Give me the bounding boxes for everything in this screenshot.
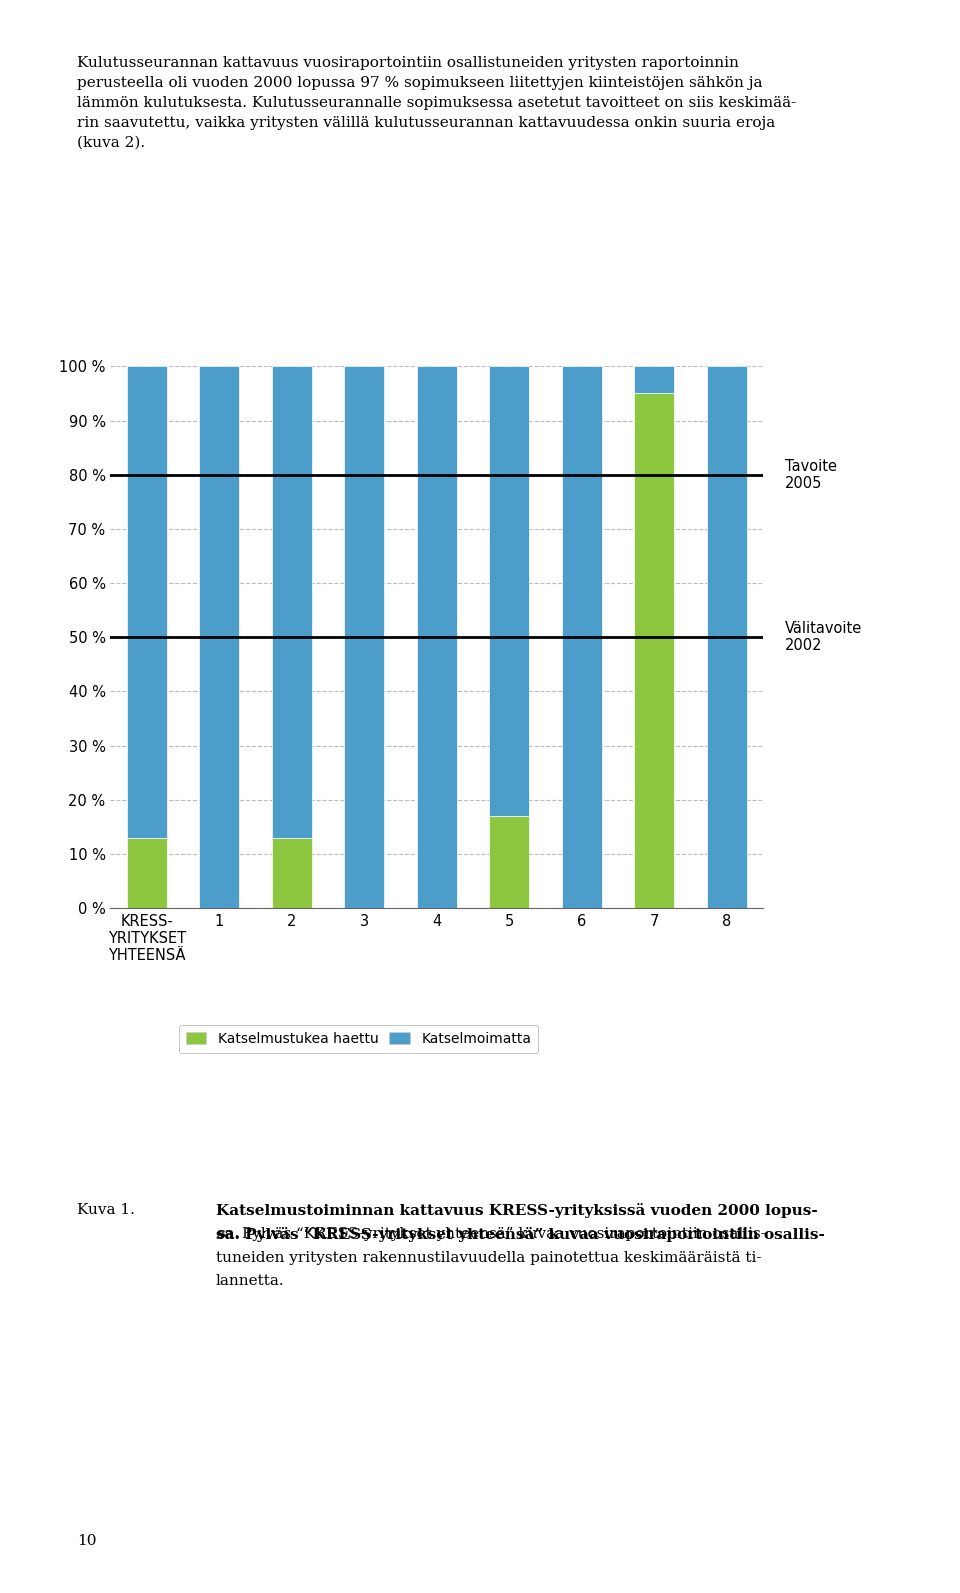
Text: Katselmustoiminnan kattavuus KRESS-yrityksissä vuoden 2000 lopus-: Katselmustoiminnan kattavuus KRESS-yrity… <box>216 1203 818 1217</box>
Bar <box>272 366 312 838</box>
Bar <box>272 838 312 908</box>
Bar <box>490 816 529 908</box>
Bar <box>417 366 457 908</box>
Bar <box>200 366 239 908</box>
Text: Kulutusseurannan kattavuus vuosiraportointiin osallistuneiden yritysten raportoi: Kulutusseurannan kattavuus vuosiraportoi… <box>77 56 796 150</box>
Text: tuneiden yritysten rakennustilavuudella painotettua keskimääräistä ti-: tuneiden yritysten rakennustilavuudella … <box>216 1251 761 1265</box>
Text: Pylväs “KRESS-yritykset yhteensä” kuvaa vuosiraportointiin osallis-: Pylväs “KRESS-yritykset yhteensä” kuvaa … <box>242 1227 766 1241</box>
Bar <box>707 366 747 908</box>
Bar <box>635 393 674 908</box>
Bar <box>635 366 674 393</box>
Text: Kuva 1.: Kuva 1. <box>77 1203 134 1217</box>
Bar <box>127 838 167 908</box>
Text: sa. Pylväs “KRESS-yritykset yhteensä” kuvaa vuosiraportointiin osallis-: sa. Pylväs “KRESS-yritykset yhteensä” ku… <box>216 1227 825 1241</box>
Text: sa.: sa. <box>216 1227 240 1241</box>
Legend: Katselmustukea haettu, Katselmoimatta: Katselmustukea haettu, Katselmoimatta <box>179 1024 539 1053</box>
Text: lannetta.: lannetta. <box>216 1274 284 1289</box>
Text: Tavoite
2005: Tavoite 2005 <box>785 459 837 491</box>
Bar <box>127 366 167 838</box>
Text: Välitavoite
2002: Välitavoite 2002 <box>785 621 862 653</box>
Bar <box>345 366 384 908</box>
Text: 10: 10 <box>77 1534 96 1548</box>
Bar <box>562 366 602 908</box>
Bar <box>490 366 529 816</box>
